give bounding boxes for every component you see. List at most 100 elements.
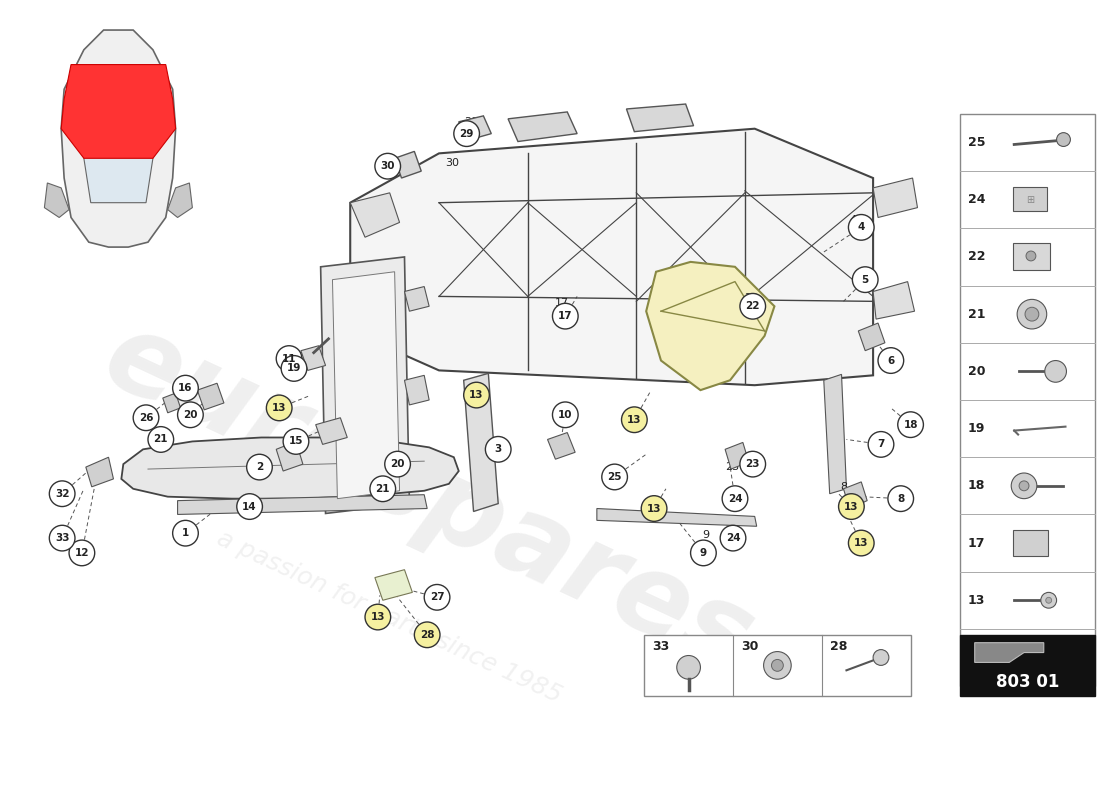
- Text: 803 01: 803 01: [996, 673, 1059, 691]
- Text: 13: 13: [844, 502, 859, 511]
- Circle shape: [888, 486, 913, 511]
- Circle shape: [173, 520, 198, 546]
- Text: 19: 19: [287, 363, 301, 374]
- Text: 21: 21: [154, 434, 168, 445]
- Text: 20: 20: [184, 410, 198, 420]
- Circle shape: [848, 530, 874, 556]
- Circle shape: [771, 659, 783, 671]
- Circle shape: [133, 405, 158, 430]
- Circle shape: [50, 526, 75, 551]
- Text: 17: 17: [968, 537, 986, 550]
- Circle shape: [720, 526, 746, 551]
- Text: 4: 4: [858, 222, 865, 232]
- Text: ⊞: ⊞: [1026, 194, 1034, 205]
- Text: 12: 12: [968, 651, 986, 664]
- Circle shape: [552, 402, 579, 428]
- Text: 29: 29: [460, 129, 474, 138]
- Text: 22: 22: [745, 294, 759, 303]
- Circle shape: [873, 650, 889, 666]
- Polygon shape: [301, 346, 326, 370]
- Circle shape: [602, 464, 627, 490]
- Text: 14: 14: [242, 502, 257, 511]
- Text: 9: 9: [700, 548, 707, 558]
- Text: 22: 22: [968, 250, 986, 263]
- Circle shape: [370, 476, 396, 502]
- Circle shape: [50, 481, 75, 506]
- Polygon shape: [375, 570, 412, 600]
- Text: 25: 25: [968, 136, 986, 149]
- Polygon shape: [548, 433, 575, 459]
- Circle shape: [1057, 133, 1070, 146]
- Text: 24: 24: [726, 533, 740, 543]
- Circle shape: [740, 451, 766, 477]
- Circle shape: [763, 651, 791, 679]
- Circle shape: [246, 454, 273, 480]
- Circle shape: [173, 375, 198, 401]
- Text: 5: 5: [861, 274, 869, 285]
- Text: 28: 28: [829, 640, 847, 653]
- FancyBboxPatch shape: [645, 634, 911, 696]
- Text: 5: 5: [860, 266, 867, 277]
- Text: eurospares: eurospares: [88, 302, 770, 695]
- Circle shape: [454, 121, 480, 146]
- Circle shape: [266, 395, 292, 421]
- Circle shape: [676, 655, 701, 679]
- Polygon shape: [975, 642, 1044, 662]
- Text: 24: 24: [728, 494, 743, 504]
- Circle shape: [740, 294, 766, 319]
- Circle shape: [276, 346, 301, 371]
- Polygon shape: [320, 257, 409, 514]
- Polygon shape: [276, 442, 303, 471]
- Text: 13: 13: [470, 390, 484, 400]
- Polygon shape: [197, 383, 224, 410]
- Polygon shape: [121, 438, 459, 498]
- Circle shape: [552, 303, 579, 329]
- Text: 29: 29: [464, 117, 478, 126]
- Circle shape: [236, 494, 263, 519]
- Text: 17: 17: [558, 311, 573, 321]
- Text: 30: 30: [741, 640, 758, 653]
- Text: 13: 13: [272, 403, 286, 413]
- Text: 33: 33: [652, 640, 670, 653]
- Polygon shape: [395, 151, 421, 178]
- Text: 25: 25: [607, 472, 621, 482]
- Polygon shape: [459, 116, 492, 141]
- Circle shape: [838, 494, 865, 519]
- Circle shape: [1046, 598, 1052, 603]
- Circle shape: [691, 540, 716, 566]
- Circle shape: [1018, 299, 1047, 329]
- FancyBboxPatch shape: [1013, 243, 1049, 270]
- Text: 22: 22: [746, 302, 760, 311]
- Polygon shape: [62, 30, 176, 247]
- Text: 15: 15: [288, 437, 304, 446]
- Circle shape: [425, 585, 450, 610]
- Text: 9: 9: [702, 530, 708, 540]
- Polygon shape: [316, 418, 348, 444]
- Text: 21: 21: [968, 308, 986, 321]
- Text: 13: 13: [854, 538, 869, 548]
- Text: 21: 21: [375, 484, 390, 494]
- Text: a passion for parts since 1985: a passion for parts since 1985: [213, 526, 565, 708]
- Polygon shape: [858, 323, 884, 350]
- Polygon shape: [44, 183, 69, 218]
- Circle shape: [1026, 251, 1036, 261]
- Text: 24: 24: [968, 194, 986, 206]
- Text: 18: 18: [903, 420, 917, 430]
- Text: 7: 7: [878, 439, 884, 450]
- FancyBboxPatch shape: [960, 114, 1096, 686]
- Text: 33: 33: [55, 533, 69, 543]
- Polygon shape: [844, 482, 867, 509]
- Circle shape: [464, 382, 490, 408]
- Polygon shape: [646, 262, 774, 390]
- Polygon shape: [405, 286, 429, 311]
- Polygon shape: [873, 178, 917, 218]
- Polygon shape: [163, 393, 180, 413]
- Text: 28: 28: [420, 630, 434, 640]
- Text: 6: 6: [888, 355, 894, 366]
- Circle shape: [868, 431, 894, 458]
- Text: 18: 18: [968, 479, 986, 492]
- Text: 8: 8: [898, 494, 904, 504]
- Text: 20: 20: [968, 365, 986, 378]
- Text: 32: 32: [55, 489, 69, 498]
- Circle shape: [641, 496, 667, 522]
